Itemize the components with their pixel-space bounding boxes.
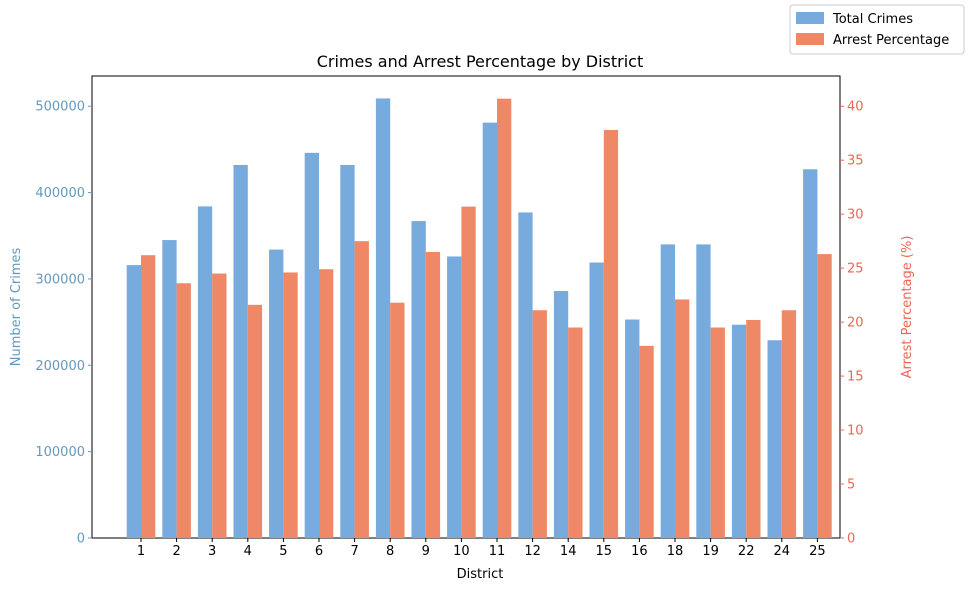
right-tick-label: 30 <box>847 208 864 223</box>
right-tick-label: 35 <box>847 154 864 169</box>
arrest-bar <box>425 251 441 538</box>
arrest-bars <box>141 98 832 539</box>
x-axis-label: District <box>457 567 504 582</box>
crimes-bar <box>304 152 319 538</box>
arrest-bar <box>639 345 654 538</box>
crimes-bar <box>269 249 284 538</box>
arrest-bar <box>568 327 583 538</box>
crimes-bar <box>447 256 462 538</box>
right-tick-label: 5 <box>847 478 855 493</box>
arrest-bar <box>461 206 476 538</box>
crimes-bar <box>553 291 569 538</box>
crimes-bar <box>803 169 818 538</box>
x-tick-label: 24 <box>774 544 791 559</box>
arrest-bar <box>603 129 619 538</box>
legend-box <box>789 4 965 55</box>
arrest-bar <box>781 310 797 538</box>
right-tick-label: 40 <box>847 100 864 115</box>
arrest-bar <box>176 283 191 538</box>
x-tick-label: 10 <box>453 544 470 559</box>
left-tick-label: 400000 <box>35 186 85 201</box>
x-tick-label: 12 <box>524 544 541 559</box>
left-tick-label: 500000 <box>35 100 85 115</box>
chart-title: Crimes and Arrest Percentage by District <box>317 52 644 71</box>
right-axis-label: Arrest Percentage (%) <box>900 236 915 379</box>
crimes-bar <box>696 244 711 538</box>
legend: Total Crimes Arrest Percentage <box>789 4 965 55</box>
right-axis-ticks: 0 5 10 15 20 25 30 35 40 <box>840 100 864 547</box>
right-tick-label: 20 <box>847 316 864 331</box>
left-axis-ticks: 0 100000 200000 300000 400000 500000 <box>35 100 92 547</box>
arrest-bar <box>817 254 832 538</box>
crimes-bar <box>340 164 355 538</box>
arrest-bar <box>283 272 298 538</box>
crimes-bar <box>731 324 747 538</box>
x-tick-label: 14 <box>560 544 577 559</box>
crimes-bar <box>625 319 640 538</box>
x-tick-label: 9 <box>422 544 430 559</box>
x-tick-label: 19 <box>702 544 719 559</box>
right-tick-label: 25 <box>847 262 864 277</box>
arrest-bar <box>212 273 227 538</box>
x-axis-ticks: 1 2 3 4 5 6 7 8 9 10 11 12 14 15 16 18 19 22 24 25 <box>137 538 826 559</box>
arrest-bar <box>390 302 405 538</box>
legend-swatch-arrest <box>796 33 824 45</box>
left-tick-label: 0 <box>77 532 85 547</box>
x-tick-label: 4 <box>244 544 252 559</box>
x-tick-label: 7 <box>350 544 358 559</box>
x-tick-label: 2 <box>172 544 180 559</box>
arrest-bar <box>675 299 690 538</box>
legend-label-crimes: Total Crimes <box>832 12 913 27</box>
x-tick-label: 11 <box>489 544 506 559</box>
arrest-bar <box>532 310 547 538</box>
right-tick-label: 10 <box>847 424 864 439</box>
arrest-bar <box>319 269 334 538</box>
crimes-bar <box>233 164 248 538</box>
crimes-bar <box>375 98 391 539</box>
arrest-bar <box>710 327 725 538</box>
crimes-bar <box>411 221 426 538</box>
left-tick-label: 200000 <box>35 359 85 374</box>
crimes-bar <box>589 262 604 538</box>
crimes-bar <box>162 240 177 538</box>
x-tick-label: 18 <box>667 544 684 559</box>
arrest-bar <box>746 319 761 538</box>
left-axis-label: Number of Crimes <box>9 248 24 367</box>
legend-label-arrest: Arrest Percentage <box>833 33 949 48</box>
x-tick-label: 8 <box>386 544 394 559</box>
x-tick-label: 16 <box>631 544 648 559</box>
x-tick-label: 25 <box>809 544 826 559</box>
x-tick-label: 3 <box>208 544 216 559</box>
crimes-bars <box>126 98 818 539</box>
arrest-bar <box>141 255 156 538</box>
crimes-bar <box>518 212 533 539</box>
x-tick-label: 1 <box>137 544 145 559</box>
crimes-bar <box>126 265 141 538</box>
right-tick-label: 15 <box>847 370 864 385</box>
left-tick-label: 300000 <box>35 272 85 287</box>
x-tick-label: 22 <box>738 544 755 559</box>
crimes-bar <box>197 206 213 539</box>
arrest-bar <box>497 98 512 539</box>
legend-swatch-crimes <box>796 12 824 24</box>
right-tick-label: 0 <box>847 532 855 547</box>
crimes-bar <box>482 122 497 538</box>
crimes-bar <box>767 340 782 538</box>
arrest-bar <box>354 241 369 538</box>
x-tick-label: 6 <box>315 544 323 559</box>
left-tick-label: 100000 <box>35 445 85 460</box>
x-tick-label: 5 <box>279 544 287 559</box>
arrest-bar <box>247 304 263 538</box>
crimes-bar <box>660 244 675 538</box>
x-tick-label: 15 <box>596 544 613 559</box>
